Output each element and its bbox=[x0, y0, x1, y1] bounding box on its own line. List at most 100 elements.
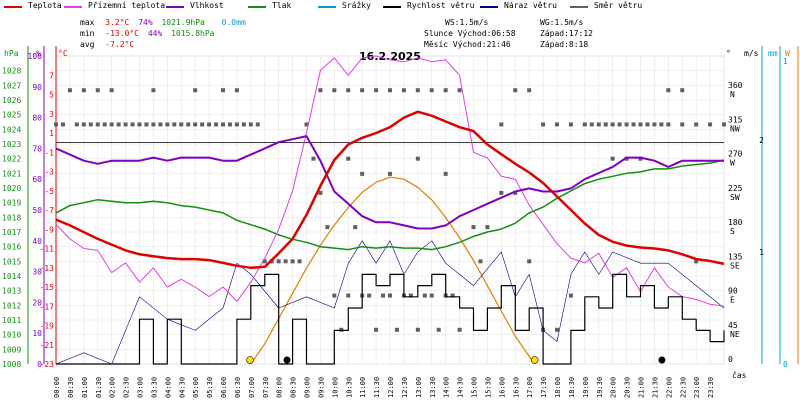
legend-swatch bbox=[383, 6, 401, 8]
wind-dir-point bbox=[555, 122, 559, 127]
x-tick-label: 00:30 bbox=[67, 377, 75, 398]
wind-dir-point bbox=[109, 88, 114, 93]
ms-tick-label: 1 bbox=[759, 248, 764, 257]
direction-tick-label: 225 bbox=[728, 184, 743, 193]
direction-tick-label: 315 bbox=[728, 115, 743, 124]
direction-compass-label: S bbox=[730, 227, 735, 236]
x-tick-label: 13:30 bbox=[429, 377, 437, 398]
x-tick-label: 03:00 bbox=[137, 377, 145, 398]
direction-tick-label: 0 bbox=[728, 355, 733, 364]
wind-dir-point bbox=[130, 122, 135, 127]
x-tick-label: 20:00 bbox=[610, 377, 618, 398]
x-tick-label: 18:00 bbox=[554, 377, 562, 398]
x-tick-label: 08:30 bbox=[290, 377, 298, 398]
wind-dir-point bbox=[332, 88, 337, 93]
direction-axis-label: ° bbox=[726, 49, 731, 58]
wind-dir-point bbox=[151, 122, 156, 127]
hpa-tick-label: 1026 bbox=[2, 96, 21, 105]
wind-dir-point bbox=[193, 88, 198, 93]
x-tick-label: 10:00 bbox=[331, 377, 339, 398]
wind-dir-point bbox=[151, 88, 156, 93]
percent-tick-label: 50 bbox=[32, 206, 42, 215]
direction-tick-label: 45 bbox=[728, 321, 738, 330]
x-tick-label: 23:30 bbox=[707, 377, 715, 398]
ms-tick-label: 2 bbox=[759, 136, 764, 145]
celsius-tick-label: -1 bbox=[44, 148, 54, 157]
x-tick-label: 06:00 bbox=[220, 377, 228, 398]
wind-dir-point bbox=[666, 122, 671, 127]
wind-dir-point bbox=[388, 88, 392, 93]
x-tick-label: 12:30 bbox=[401, 377, 409, 398]
wind-dir-point bbox=[283, 259, 288, 264]
direction-tick-label: 90 bbox=[728, 287, 738, 296]
hpa-tick-label: 1015 bbox=[2, 257, 21, 266]
celsius-tick-label: -17 bbox=[40, 302, 55, 311]
series-pressure bbox=[55, 159, 725, 251]
wind-dir-point bbox=[102, 122, 107, 127]
wind-dir-point bbox=[116, 122, 121, 127]
direction-compass-label: NW bbox=[730, 124, 740, 133]
percent-tick-label: 30 bbox=[32, 268, 42, 277]
stats-sun-set: Západ:17:12 bbox=[540, 29, 593, 38]
legend-label: Rychlost větru bbox=[407, 1, 475, 10]
direction-compass-label: W bbox=[730, 159, 735, 168]
celsius-tick-label: -23 bbox=[40, 360, 55, 369]
percent-tick-label: 90 bbox=[32, 83, 42, 92]
celsius-tick-label: -3 bbox=[44, 168, 54, 177]
x-tick-label: 01:30 bbox=[95, 377, 103, 398]
percent-tick-label: 20 bbox=[32, 298, 42, 307]
x-tick-label: 04:00 bbox=[164, 377, 172, 398]
x-tick-label: 18:30 bbox=[568, 377, 576, 398]
legend-swatch bbox=[570, 6, 588, 8]
wind-dir-point bbox=[645, 122, 650, 127]
x-tick-label: 09:30 bbox=[317, 377, 325, 398]
direction-compass-label: N bbox=[730, 90, 735, 99]
hpa-tick-label: 1017 bbox=[2, 228, 21, 237]
wind-dir-point bbox=[708, 122, 713, 127]
wind-dir-point bbox=[388, 171, 392, 176]
x-tick-label: 08:00 bbox=[276, 377, 284, 398]
percent-tick-label: 10 bbox=[32, 329, 42, 338]
celsius-tick-label: 3 bbox=[49, 110, 54, 119]
wind-dir-point bbox=[207, 122, 212, 127]
wind-dir-point bbox=[186, 122, 191, 127]
direction-tick-label: 270 bbox=[728, 150, 743, 159]
celsius-tick-label: 5 bbox=[49, 91, 54, 100]
x-tick-label: 19:30 bbox=[596, 377, 604, 398]
hpa-tick-label: 1013 bbox=[2, 287, 21, 296]
wind-dir-point bbox=[172, 122, 177, 127]
wind-dir-point bbox=[513, 88, 518, 93]
wind-dir-point bbox=[415, 327, 420, 332]
stats-min-row: min -13.0°C 44% 1015.8hPa bbox=[80, 28, 214, 39]
wind-dir-point bbox=[603, 122, 608, 127]
wind-dir-point bbox=[123, 122, 128, 127]
wind-dir-point bbox=[332, 293, 337, 298]
series-temperature bbox=[55, 110, 725, 270]
wind-dir-point bbox=[513, 190, 518, 195]
wind-dir-point bbox=[137, 122, 142, 127]
hpa-tick-label: 1018 bbox=[2, 213, 21, 222]
x-tick-label: 03:30 bbox=[150, 377, 158, 398]
direction-compass-label: SW bbox=[730, 193, 740, 202]
stats-moon: Měsíc Východ:21:46 bbox=[424, 40, 511, 49]
stats-min-press: 1015.8hPa bbox=[171, 29, 215, 38]
stats-max-rain: 0.0mm bbox=[221, 18, 246, 27]
wind-dir-point bbox=[158, 122, 163, 127]
series-wind_gust bbox=[55, 240, 725, 365]
wind-dir-point bbox=[680, 122, 685, 127]
direction-tick-label: 135 bbox=[728, 252, 743, 261]
wind-dir-point bbox=[582, 122, 587, 127]
wind-dir-point bbox=[200, 122, 205, 127]
x-tick-label: 15:30 bbox=[484, 377, 492, 398]
wind-dir-point bbox=[388, 293, 392, 298]
legend-swatch bbox=[166, 6, 184, 8]
wind-dir-point bbox=[527, 259, 532, 264]
wind-dir-point bbox=[485, 225, 490, 230]
mm-axis-label: mm bbox=[768, 49, 778, 58]
celsius-tick-label: 7 bbox=[49, 71, 54, 80]
x-tick-label: 19:00 bbox=[582, 377, 590, 398]
wind-dir-point bbox=[527, 88, 532, 93]
wind-dir-point bbox=[81, 122, 86, 127]
wind-dir-point bbox=[610, 156, 615, 161]
wind-dir-point bbox=[290, 259, 295, 264]
